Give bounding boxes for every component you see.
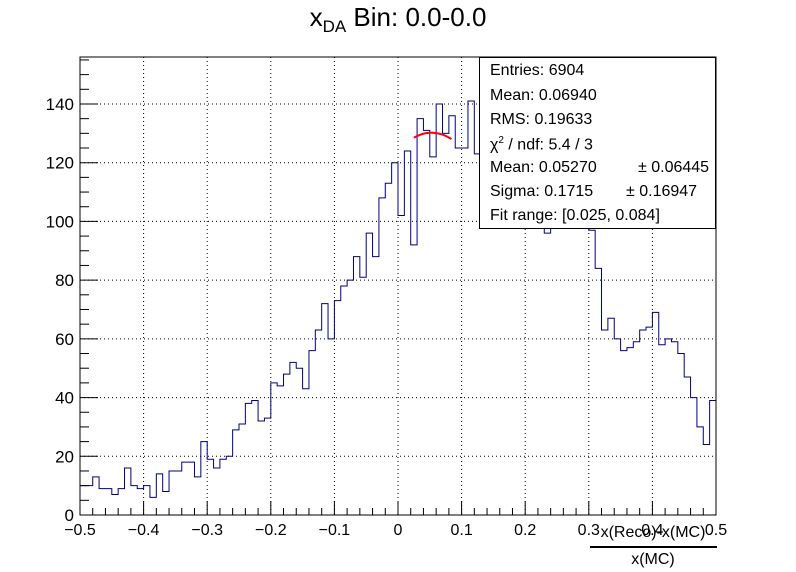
stat-mean: Mean: 0.06940 bbox=[490, 87, 597, 104]
title-subscript: DA bbox=[322, 17, 347, 37]
stat-sigma: Sigma: 0.1715 ± 0.16947 bbox=[490, 183, 710, 201]
x-axis-label-numerator: x(Reco)-x(MC) bbox=[600, 524, 706, 541]
histogram-series bbox=[80, 100, 716, 498]
y-tick-label: 40 bbox=[55, 389, 74, 408]
x-tick-label: −0.3 bbox=[191, 522, 223, 539]
chi2-symbol: χ bbox=[490, 136, 499, 154]
gaussian-fit-curve bbox=[413, 131, 452, 140]
y-tick-label: 0 bbox=[65, 506, 74, 525]
y-tick-label: 140 bbox=[46, 95, 74, 114]
x-tick-label: 0.5 bbox=[705, 522, 727, 539]
fit-mean-error: ± 0.06445 bbox=[638, 159, 710, 176]
stat-chi2: χ2 / ndf: 5.4 / 3 bbox=[490, 135, 593, 154]
x-tick-label: 0.4 bbox=[641, 522, 663, 539]
stat-fit-mean: Mean: 0.05270 ± 0.06445 bbox=[490, 159, 710, 177]
y-tick-label: 60 bbox=[55, 330, 74, 349]
x-tick-label: −0.2 bbox=[255, 522, 287, 539]
x-tick-label: −0.1 bbox=[319, 522, 351, 539]
x-axis-label-denominator: x(MC) bbox=[631, 551, 675, 568]
stat-entries: Entries: 6904 bbox=[490, 62, 585, 79]
chi2-superscript: 2 bbox=[498, 135, 504, 146]
y-tick-label: 120 bbox=[46, 154, 74, 173]
x-tick-label: 0.1 bbox=[450, 522, 472, 539]
x-tick-label: −0.5 bbox=[64, 522, 96, 539]
y-tick-label: 20 bbox=[55, 447, 74, 466]
title-suffix: Bin: 0.0-0.0 bbox=[346, 2, 487, 32]
fit-mean-value: Mean: 0.05270 bbox=[490, 159, 597, 176]
chi2-value: / ndf: 5.4 / 3 bbox=[503, 136, 593, 154]
sigma-value: Sigma: 0.1715 bbox=[490, 183, 594, 200]
stat-rms: RMS: 0.19633 bbox=[490, 111, 593, 128]
x-tick-label: 0 bbox=[394, 522, 403, 539]
y-tick-label: 80 bbox=[55, 271, 74, 290]
y-tick-label: 100 bbox=[46, 212, 74, 231]
stats-box: Entries: 6904 Mean: 0.06940 RMS: 0.19633… bbox=[479, 57, 716, 229]
x-tick-label: 0.2 bbox=[514, 522, 536, 539]
x-tick-label: −0.4 bbox=[128, 522, 160, 539]
x-axis-label-fraction-bar bbox=[590, 546, 717, 548]
x-tick-label: 0.3 bbox=[578, 522, 600, 539]
sigma-error: ± 0.16947 bbox=[626, 183, 698, 200]
title-main: x bbox=[309, 2, 323, 32]
axes: −0.5 −0.4 −0.3 −0.2 −0.1 0 0.1 0.2 0.3 0.4 0.5 0 20 4… bbox=[46, 59, 727, 539]
stat-fit-range: Fit range: [0.025, 0.084] bbox=[490, 207, 660, 224]
chart-title: xDA Bin: 0.0-0.0 bbox=[0, 2, 796, 37]
